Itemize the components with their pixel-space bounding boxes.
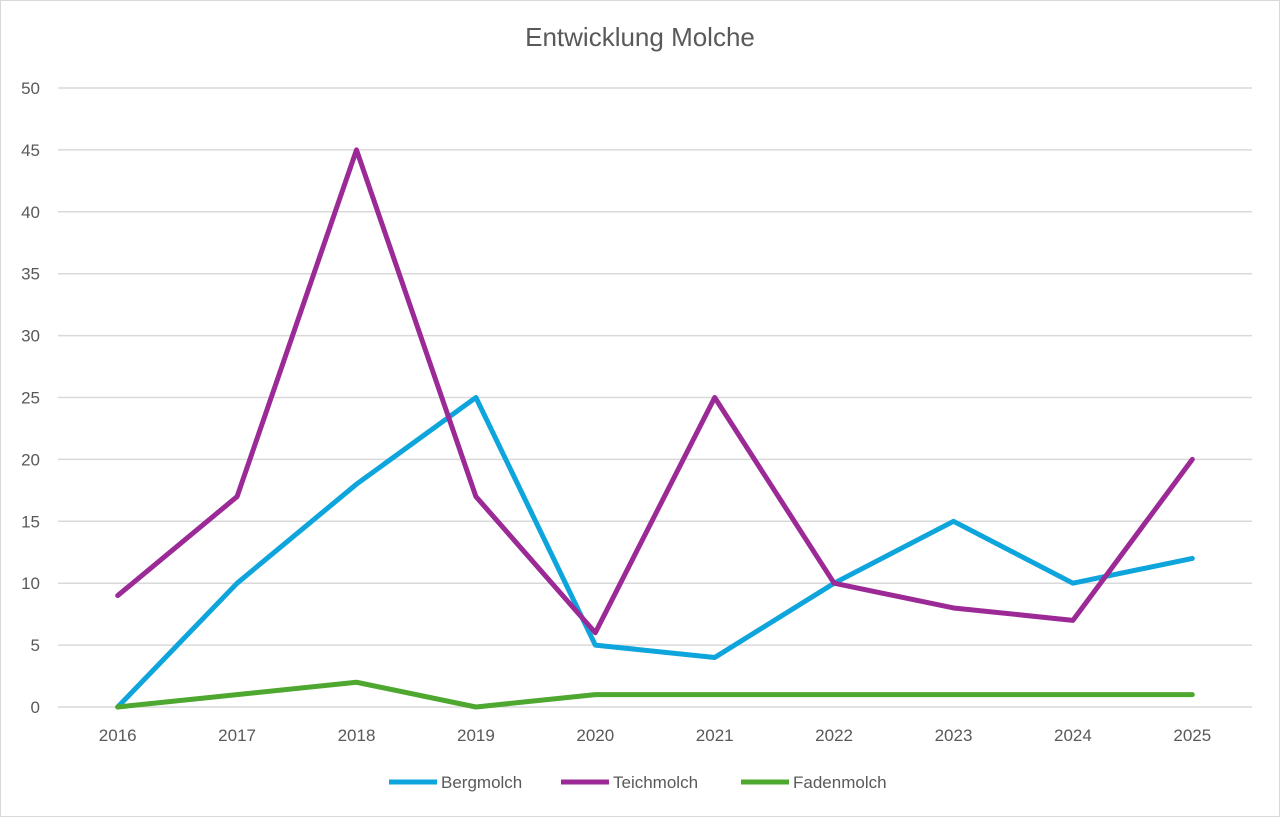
- x-tick-label: 2023: [935, 726, 973, 745]
- y-tick-label: 10: [21, 574, 40, 593]
- legend-label: Teichmolch: [613, 773, 698, 792]
- x-tick-label: 2019: [457, 726, 495, 745]
- y-tick-label: 0: [31, 698, 40, 717]
- x-tick-label: 2018: [338, 726, 376, 745]
- series-line-fadenmolch: [115, 679, 1195, 710]
- chart-title: Entwicklung Molche: [525, 22, 755, 52]
- y-tick-label: 30: [21, 327, 40, 346]
- y-tick-label: 45: [21, 141, 40, 160]
- y-tick-label: 25: [21, 389, 40, 408]
- x-tick-label: 2022: [815, 726, 853, 745]
- x-tick-label: 2021: [696, 726, 734, 745]
- y-tick-label: 20: [21, 450, 40, 469]
- x-tick-label: 2017: [218, 726, 256, 745]
- series-line-teichmolch: [115, 147, 1195, 636]
- legend-label: Fadenmolch: [793, 773, 887, 792]
- x-tick-label: 2020: [576, 726, 614, 745]
- x-tick-label: 2025: [1173, 726, 1211, 745]
- y-tick-label: 5: [31, 636, 40, 655]
- y-tick-label: 40: [21, 203, 40, 222]
- y-tick-label: 15: [21, 512, 40, 531]
- legend-label: Bergmolch: [441, 773, 522, 792]
- y-tick-label: 35: [21, 265, 40, 284]
- x-tick-label: 2016: [99, 726, 137, 745]
- x-tick-label: 2024: [1054, 726, 1092, 745]
- y-tick-label: 50: [21, 79, 40, 98]
- series-line-bergmolch: [115, 395, 1195, 710]
